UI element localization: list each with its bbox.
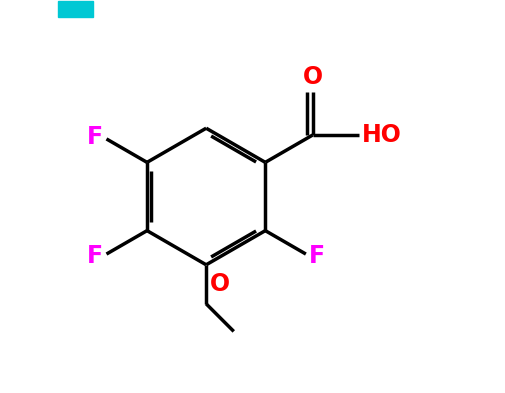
Bar bbox=[58, 2, 93, 17]
Text: F: F bbox=[87, 125, 103, 149]
Text: HO: HO bbox=[361, 123, 400, 147]
Text: O: O bbox=[302, 65, 322, 89]
Text: F: F bbox=[87, 244, 103, 268]
Text: O: O bbox=[210, 272, 230, 296]
Text: F: F bbox=[309, 244, 325, 268]
